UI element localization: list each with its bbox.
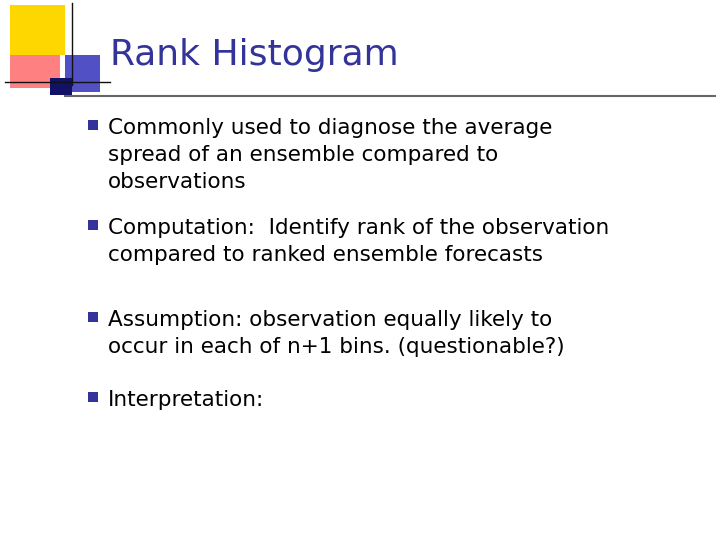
Text: Commonly used to diagnose the average
spread of an ensemble compared to
observat: Commonly used to diagnose the average sp… [108,118,552,192]
Text: Assumption: observation equally likely to
occur in each of n+1 bins. (questionab: Assumption: observation equally likely t… [108,310,564,357]
Text: Interpretation:: Interpretation: [108,390,264,410]
Text: Rank Histogram: Rank Histogram [110,38,399,72]
Text: Computation:  Identify rank of the observation
compared to ranked ensemble forec: Computation: Identify rank of the observ… [108,218,609,265]
